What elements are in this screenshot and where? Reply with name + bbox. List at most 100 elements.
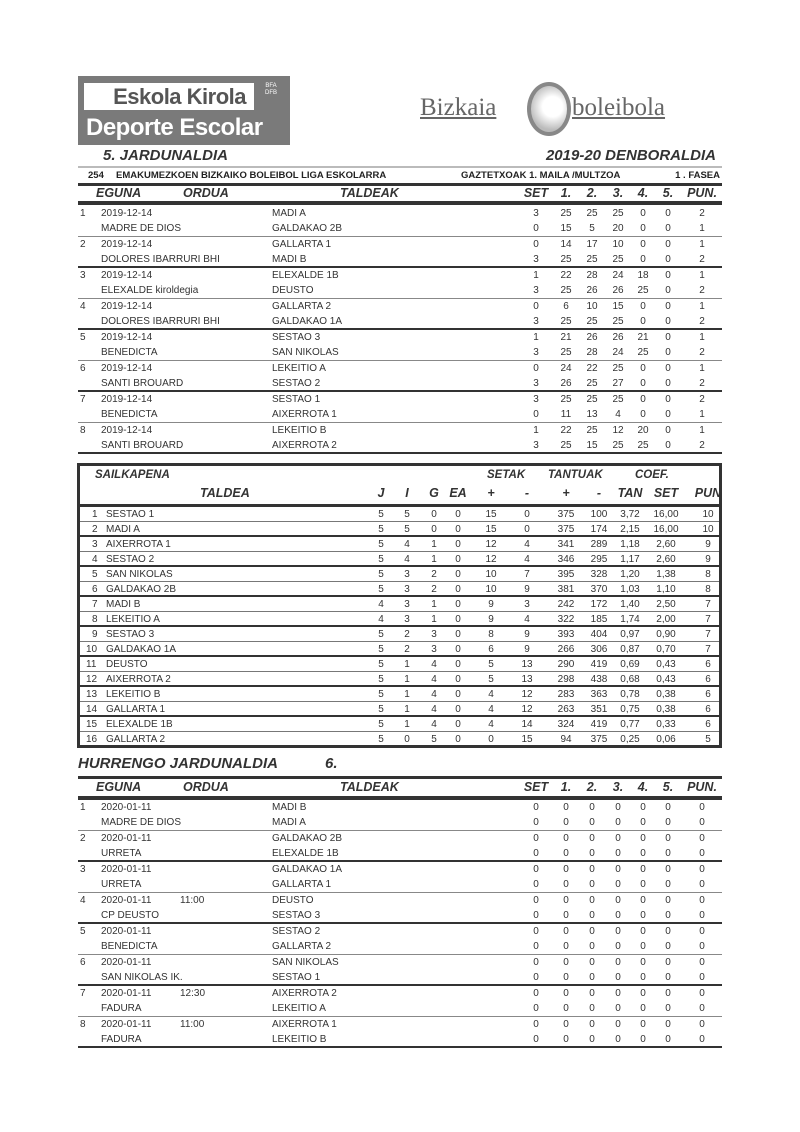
home-set3: 25	[612, 208, 624, 219]
away-sets: 3	[533, 285, 539, 296]
coef-sets: 0,90	[656, 629, 676, 640]
away-sets: 0	[533, 848, 539, 859]
coef-points: 0,25	[620, 734, 640, 745]
coef-sets: 0,38	[656, 704, 676, 715]
match-date: 2019-12-14	[101, 425, 153, 436]
away-set3: 0	[615, 910, 621, 921]
away-set4: 0	[640, 972, 646, 983]
home-set1: 21	[560, 332, 572, 343]
col-s1: 1.	[560, 780, 572, 794]
match-number: 2	[80, 239, 86, 250]
match-date: 2020-01-11	[101, 833, 152, 844]
match-date: 2019-12-14	[101, 270, 153, 281]
sets-against: 12	[521, 704, 533, 715]
league-points: 7	[705, 614, 711, 625]
standings-row: 10 GALDAKAO 1A 5 2 3 0 6 9 266 306 0,87 0,70 7	[80, 642, 719, 657]
home-set2: 25	[586, 394, 598, 405]
results-table: 1 2019-12-14 MADI A 3 25 25 25 0 0 2 MADRE DE DIOS…	[78, 206, 722, 454]
away-set5: 0	[665, 848, 671, 859]
team-away: MADI A	[272, 817, 306, 828]
standings-row: 3 AIXERROTA 1 5 4 1 0 12 4 341 289 1,18 2,60 9	[80, 537, 719, 552]
away-set4: 0	[640, 254, 646, 265]
league-name: EMAKUMEZKOEN BIZKAIKO BOLEIBOL LIGA ESKO…	[116, 170, 387, 181]
home-set1: 25	[560, 208, 572, 219]
match-line-home: 5 2020-01-11 SESTAO 2 0 0 0 0 0 0 0	[78, 924, 722, 939]
match-date: 2020-01-11	[101, 926, 152, 937]
points-for: 375	[557, 524, 575, 535]
away-set3: 0	[615, 941, 621, 952]
match-date: 2020-01-11	[101, 864, 152, 875]
team-name: MADI A	[106, 524, 140, 535]
match-venue: DOLORES IBARRURI BHI	[101, 316, 220, 327]
away-set2: 0	[589, 848, 595, 859]
away-sets: 0	[533, 1034, 539, 1045]
home-points: 0	[699, 864, 705, 875]
standings-row: 6 GALDAKAO 2B 5 3 2 0 10 9 381 370 1,03 1,10 8	[80, 582, 719, 597]
match-line-home: 6 2020-01-11 SAN NIKOLAS 0 0 0 0 0 0 0	[78, 955, 722, 970]
played: 5	[378, 629, 384, 640]
home-set1: 25	[560, 394, 572, 405]
standings-row: 1 SESTAO 1 5 5 0 0 15 0 375 100 3,72 16,00 10	[80, 507, 719, 522]
sets-against: 12	[521, 689, 533, 700]
rank: 10	[86, 644, 98, 655]
away-set1: 0	[563, 972, 569, 983]
home-set5: 0	[665, 301, 671, 312]
ea: 0	[455, 614, 461, 625]
coef-sets: 16,00	[653, 509, 679, 520]
home-set5: 0	[665, 208, 671, 219]
home-sets: 0	[533, 926, 539, 937]
team-home: MADI B	[272, 802, 307, 813]
played: 5	[378, 524, 384, 535]
ea: 0	[455, 734, 461, 745]
col-s5: 5.	[662, 186, 674, 200]
home-set2: 25	[586, 425, 598, 436]
won: 3	[404, 599, 410, 610]
away-set2: 25	[586, 378, 598, 389]
standings-row: 4 SESTAO 2 5 4 1 0 12 4 346 295 1,17 2,60 9	[80, 552, 719, 567]
sets-for: 6	[488, 644, 494, 655]
match-line-home: 8 2019-12-14 LEKEITIO B 1 22 25 12 20 0 1	[78, 423, 722, 438]
sets-for: 5	[488, 674, 494, 685]
match-date: 2020-01-11	[101, 802, 152, 813]
lost: 4	[431, 689, 437, 700]
match-number: 6	[80, 363, 86, 374]
league-points: 9	[705, 554, 711, 565]
lost: 4	[431, 674, 437, 685]
match-line-away: ELEXALDE kiroldegia DEUSTO 3 25 26 26 25 0 2	[78, 283, 722, 298]
home-points: 0	[699, 833, 705, 844]
rank: 14	[86, 704, 98, 715]
home-set5: 0	[665, 239, 671, 250]
away-points: 1	[699, 409, 705, 420]
home-set4: 0	[640, 802, 646, 813]
team-name: GALLARTA 2	[106, 734, 166, 745]
category: GAZTETXOAK 1. MAILA /MULTZOA	[461, 170, 621, 181]
away-set4: 0	[640, 316, 646, 327]
coef-sets: 0,70	[656, 644, 676, 655]
points-against: 328	[590, 569, 608, 580]
ea: 0	[455, 719, 461, 730]
played: 5	[378, 704, 384, 715]
coef-points: 1,74	[620, 614, 640, 625]
match-date: 2019-12-14	[101, 239, 153, 250]
team-away: GALLARTA 2	[272, 941, 332, 952]
ea: 0	[455, 509, 461, 520]
match-line-home: 6 2019-12-14 LEKEITIO A 0 24 22 25 0 0 1	[78, 361, 722, 376]
match-venue: CP DEUSTO	[101, 910, 159, 921]
coef-sets: 2,60	[656, 539, 676, 550]
won: 4	[404, 539, 410, 550]
match-line-away: CP DEUSTO SESTAO 3 0 0 0 0 0 0 0	[78, 908, 722, 923]
sets-for: 4	[488, 719, 494, 730]
played: 4	[378, 599, 384, 610]
team-home: GALLARTA 1	[272, 239, 332, 250]
home-set2: 0	[589, 988, 595, 999]
col-s1: 1.	[560, 186, 572, 200]
col-points-for: +	[562, 486, 570, 500]
lost: 2	[431, 584, 437, 595]
round-title: 5. JARDUNALDIA	[103, 147, 229, 164]
match-line-home: 5 2019-12-14 SESTAO 3 1 21 26 26 21 0 1	[78, 330, 722, 345]
match-line-home: 4 2020-01-11 11:00 DEUSTO 0 0 0 0 0 0 0	[78, 893, 722, 908]
match-venue: BENEDICTA	[101, 409, 158, 420]
match-line-away: SANTI BROUARD SESTAO 2 3 26 25 27 0 0 2	[78, 376, 722, 391]
match-line-away: BENEDICTA AIXERROTA 1 0 11 13 4 0 0 1	[78, 407, 722, 422]
league-points: 6	[705, 704, 711, 715]
